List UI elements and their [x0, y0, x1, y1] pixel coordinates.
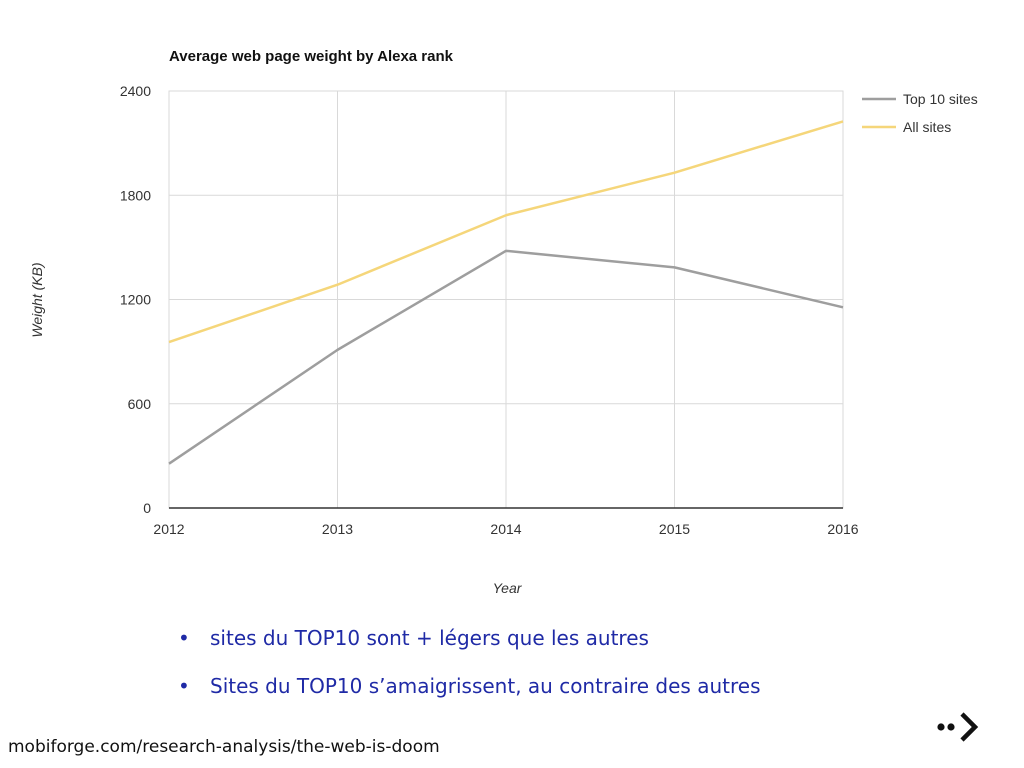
y-axis-label: Weight (KB) — [29, 262, 45, 337]
x-tick-label: 2015 — [659, 521, 690, 537]
line-chart: Average web page weight by Alexa rank 0 6… — [29, 48, 978, 596]
x-tick-label: 2014 — [490, 521, 521, 537]
y-tick-label: 1800 — [120, 187, 151, 203]
bullet-item: Sites du TOP10 s’amaigrissent, au contra… — [176, 670, 761, 718]
y-tick-label: 0 — [143, 500, 151, 516]
bullet-list: sites du TOP10 sont + légers que les aut… — [176, 622, 761, 718]
y-tick-label: 1200 — [120, 292, 151, 308]
x-tick-label: 2013 — [322, 521, 353, 537]
dot-dot-arrow-icon — [937, 712, 979, 742]
x-tick-label: 2012 — [153, 521, 184, 537]
legend-label: All sites — [903, 119, 951, 135]
series-line-all-sites — [168, 120, 844, 344]
x-axis-label: Year — [493, 580, 523, 596]
bullet-item: sites du TOP10 sont + légers que les aut… — [176, 622, 761, 670]
x-tick-label: 2016 — [827, 521, 858, 537]
y-tick-label: 2400 — [120, 83, 151, 99]
y-tick-label: 600 — [128, 396, 152, 412]
legend-label: Top 10 sites — [903, 91, 978, 107]
source-link[interactable]: mobiforge.com/research-analysis/the-web-… — [8, 737, 440, 757]
series-line-top-10-sites — [168, 249, 844, 465]
chart-title: Average web page weight by Alexa rank — [169, 48, 454, 65]
